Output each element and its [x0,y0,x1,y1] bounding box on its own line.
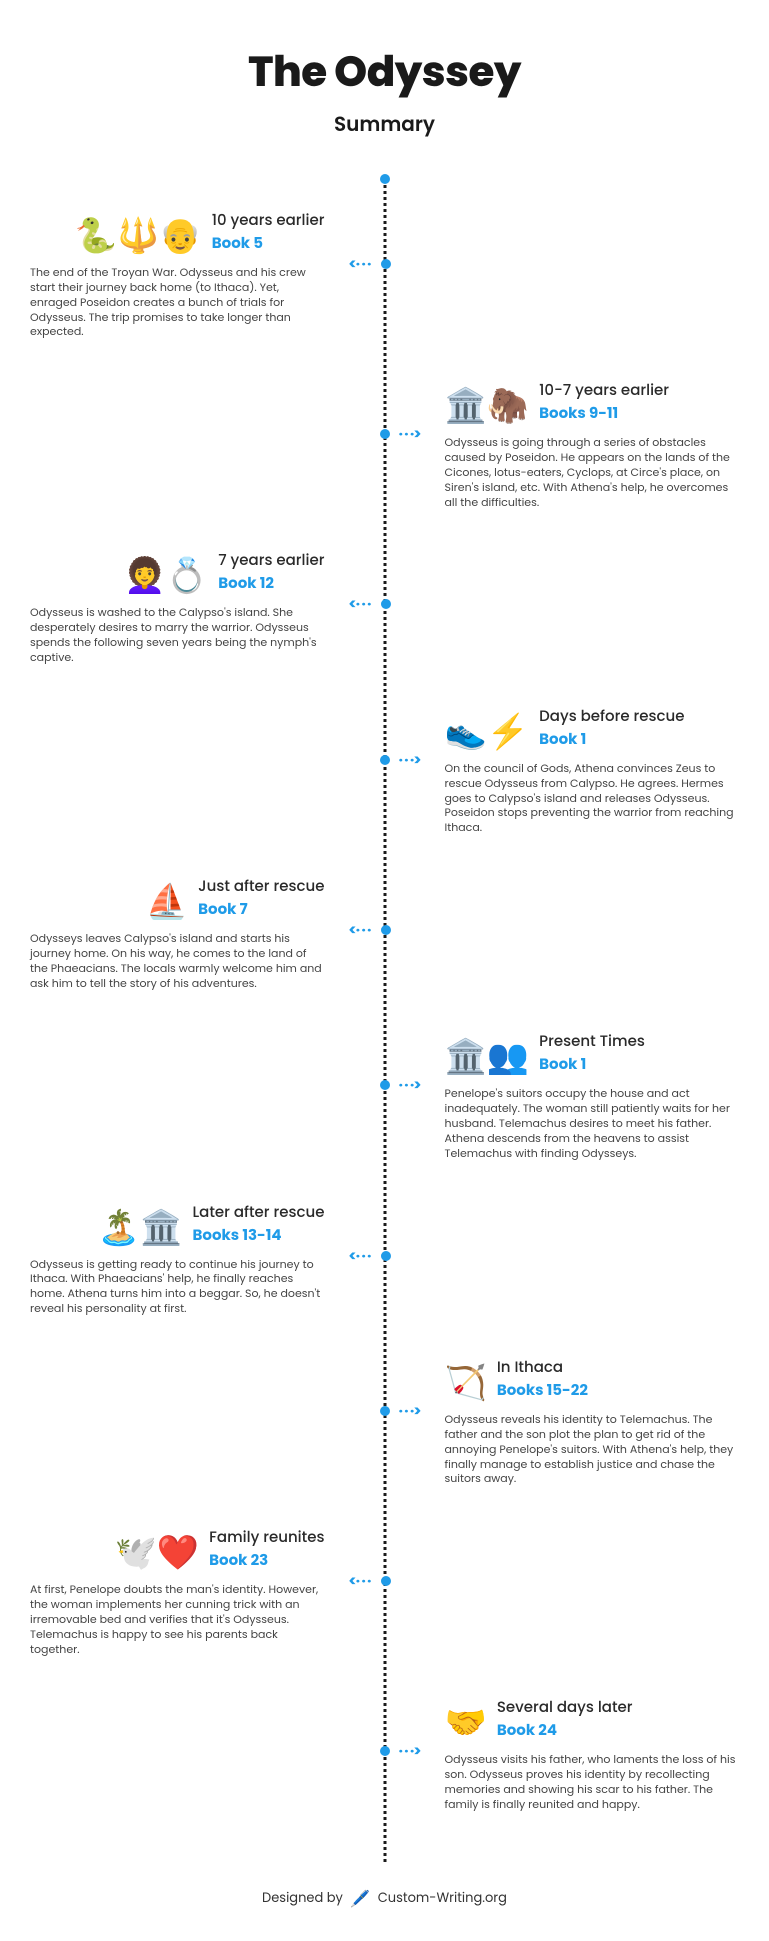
item-book: Books 9-11 [539,402,669,425]
pen-icon: 🖊️ [350,1887,370,1910]
arrow-right-icon: · · ·> [399,1400,421,1423]
arrow-left-icon: <· · · [348,1570,370,1593]
page-title: The Odyssey [0,40,769,103]
item-when: Just after rescue [198,875,324,898]
item-header: 👟⚡ Days before rescueBook 1 [445,705,740,757]
timeline-item: <· · · 🐍🔱👴 10 years earlierBook 5 The end o… [0,209,385,379]
item-desc: Odysseus is getting ready to continue hi… [30,1257,325,1316]
item-when: 10 years earlier [212,209,325,232]
timeline-item: <· · · ⛵ Just after rescueBook 7 Odysseys l… [0,875,385,1030]
item-desc: On the council of Gods, Athena convinces… [445,761,740,835]
footer: Designed by 🖊️ Custom-Writing.org [0,1886,769,1911]
arrow-right-icon: · · ·> [399,749,421,772]
timeline-node-dot [380,1080,390,1090]
item-when: Present Times [539,1030,645,1053]
item-book: Books 13-14 [193,1224,325,1247]
arrow-right-icon: · · ·> [399,423,421,446]
timeline-node-dot [381,1251,391,1261]
item-book: Book 12 [218,572,324,595]
item-header: 🏝️🏛️ Later after rescueBooks 13-14 [30,1201,325,1253]
timeline-item: <· · · 🏝️🏛️ Later after rescueBooks 13-14 O… [0,1201,385,1356]
item-icon: 👟⚡ [445,714,530,748]
timeline-item: <· · · 👩‍🦱💍 7 years earlierBook 12 Odysseus… [0,549,385,704]
item-when: Later after rescue [193,1201,325,1224]
arrow-left-icon: <· · · [348,919,370,942]
item-icon: 🐍🔱👴 [75,218,202,252]
item-when: Family reunites [209,1526,324,1549]
timeline-item: · · ·> 🏹 In IthacaBooks 15-22 Odysseus reve… [385,1356,769,1526]
item-icon: 🏝️🏛️ [98,1210,183,1244]
item-book: Book 1 [539,728,684,751]
item-icon: 🤝 [445,1705,487,1739]
footer-prefix: Designed by [262,1888,343,1907]
arrow-right-icon: · · ·> [399,1074,421,1097]
item-when: In Ithaca [497,1356,588,1379]
timeline-item: · · ·> 🏛️👥 Present TimesBook 1 Penelope's s… [385,1030,769,1200]
item-desc: Odysseus visits his father, who laments … [445,1752,740,1811]
timeline-node-dot [381,259,391,269]
item-icon: 🏛️🦣 [445,388,530,422]
header: The Odyssey Summary [0,40,769,139]
item-book: Books 15-22 [497,1379,588,1402]
timeline-start-dot [380,174,390,184]
arrow-left-icon: <· · · [348,1245,370,1268]
page-subtitle: Summary [0,109,769,139]
timeline-item: · · ·> 👟⚡ Days before rescueBook 1 On the c… [385,705,769,875]
timeline-item: · · ·> 🏛️🦣 10-7 years earlierBooks 9-11 Ody… [385,379,769,549]
item-desc: Odysseys leaves Calypso's island and sta… [30,931,325,990]
item-icon: ⛵ [146,884,188,918]
item-header: 🏹 In IthacaBooks 15-22 [445,1356,740,1408]
item-book: Book 1 [539,1053,645,1076]
item-desc: Odysseus reveals his identity to Telemac… [445,1412,740,1486]
item-icon: 👩‍🦱💍 [124,558,209,592]
item-when: Several days later [497,1696,633,1719]
item-desc: Odysseus is washed to the Calypso's isla… [30,605,325,664]
item-when: 10-7 years earlier [539,379,669,402]
item-icon: 🏛️👥 [445,1039,530,1073]
item-header: 🤝 Several days laterBook 24 [445,1696,740,1748]
item-book: Book 7 [198,898,324,921]
item-desc: The end of the Troyan War. Odysseus and … [30,265,325,339]
item-desc: Odysseus is going through a series of ob… [445,435,740,509]
timeline-node-dot [380,1746,390,1756]
timeline-node-dot [380,1406,390,1416]
timeline-node-dot [380,755,390,765]
item-header: 🐍🔱👴 10 years earlierBook 5 [30,209,325,261]
timeline-item: <· · · 🕊️❤️ Family reunitesBook 23 At first… [0,1526,385,1696]
arrow-left-icon: <· · · [348,593,370,616]
item-icon: 🏹 [445,1365,487,1399]
item-when: Days before rescue [539,705,684,728]
timeline-node-dot [381,599,391,609]
timeline: <· · · 🐍🔱👴 10 years earlierBook 5 The end o… [0,179,769,1862]
timeline-item: · · ·> 🤝 Several days laterBook 24 Odysseus… [385,1696,769,1851]
item-header: ⛵ Just after rescueBook 7 [30,875,325,927]
item-header: 🏛️🦣 10-7 years earlierBooks 9-11 [445,379,740,431]
item-header: 👩‍🦱💍 7 years earlierBook 12 [30,549,325,601]
timeline-node-dot [381,1576,391,1586]
item-header: 🕊️❤️ Family reunitesBook 23 [30,1526,325,1578]
item-book: Book 23 [209,1549,324,1572]
footer-brand: Custom-Writing.org [378,1888,507,1907]
item-icon: 🕊️❤️ [115,1535,200,1569]
item-book: Book 24 [497,1719,633,1742]
timeline-node-dot [381,925,391,935]
item-desc: At first, Penelope doubts the man's iden… [30,1582,325,1656]
item-header: 🏛️👥 Present TimesBook 1 [445,1030,740,1082]
timeline-node-dot [380,429,390,439]
arrow-left-icon: <· · · [348,253,370,276]
item-desc: Penelope's suitors occupy the house and … [445,1086,740,1160]
arrow-right-icon: · · ·> [399,1740,421,1763]
item-book: Book 5 [212,232,325,255]
item-when: 7 years earlier [218,549,324,572]
